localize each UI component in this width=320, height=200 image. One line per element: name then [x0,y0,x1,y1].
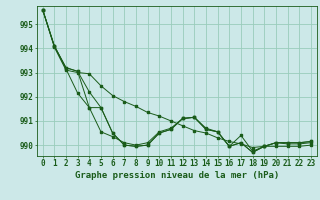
X-axis label: Graphe pression niveau de la mer (hPa): Graphe pression niveau de la mer (hPa) [75,171,279,180]
